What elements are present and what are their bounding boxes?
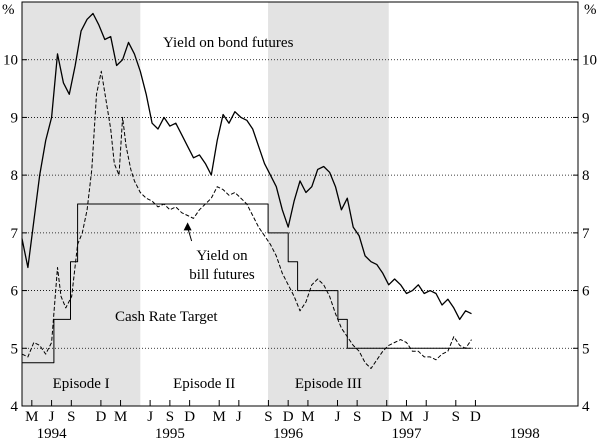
year-label-1998: 1998	[510, 426, 540, 442]
month-tick-label: J	[423, 409, 429, 425]
month-tick-label: S	[353, 409, 361, 425]
bill-futures-label-line1: Yield on	[196, 248, 248, 264]
y-tick-label-right: 5	[582, 341, 590, 357]
year-label-1995: 1995	[155, 426, 185, 442]
series-lines	[21, 12, 472, 369]
episode-shade-2	[268, 2, 389, 406]
episode-label-3: Episode III	[295, 376, 362, 392]
y-tick-label-left: 6	[11, 284, 19, 300]
bond-futures-label: Yield on bond futures	[163, 35, 294, 51]
bill-futures-arrowhead	[183, 222, 192, 231]
month-tick-label: S	[67, 409, 75, 425]
y-tick-label-right: 8	[582, 168, 590, 184]
month-tick-label: M	[400, 409, 413, 425]
episode-label-2: Episode II	[173, 376, 235, 392]
y-tick-label-right: 9	[582, 110, 590, 126]
month-tick-label: M	[25, 409, 38, 425]
plot-frame	[21, 1, 579, 407]
month-tick-label: S	[166, 409, 174, 425]
episode-labels: Episode I Episode II Episode III	[53, 376, 362, 392]
y-unit-label-right: %	[584, 2, 597, 18]
cash-rate-target-label: Cash Rate Target	[115, 309, 218, 325]
episode-label-1: Episode I	[53, 376, 110, 392]
month-tick-label: D	[283, 409, 294, 425]
bill-futures-label-line2: bill futures	[189, 267, 255, 283]
y-unit-label-left: %	[2, 2, 15, 18]
y-tick-label-left: 7	[11, 226, 19, 242]
y-tick-label-left: 4	[11, 399, 19, 415]
month-tick-label: M	[114, 409, 127, 425]
y-tick-label-right: 10	[582, 53, 597, 69]
series-cash-rate-target	[22, 203, 472, 364]
y-tick-label-right: 7	[582, 226, 590, 242]
month-tick-label: J	[147, 409, 153, 425]
month-tick-label: J	[49, 409, 55, 425]
y-tick-label-left: 9	[11, 110, 19, 126]
month-tick-label: S	[452, 409, 460, 425]
year-label-1997: 1997	[391, 426, 422, 442]
series-yield-on-bond-futures	[21, 12, 472, 321]
y-tick-label-right: 4	[582, 399, 590, 415]
month-tick-label: M	[213, 409, 226, 425]
y-tick-label-right: 6	[582, 284, 590, 300]
month-tick-label: J	[236, 409, 242, 425]
month-tick-label: D	[184, 409, 195, 425]
y-tick-label-left: 10	[3, 53, 18, 69]
year-label-1996: 1996	[273, 426, 304, 442]
series-yield-on-bill-futures	[21, 70, 472, 369]
y-tick-label-left: 5	[11, 341, 19, 357]
year-label-1994: 1994	[37, 426, 68, 442]
axis-ticks: 4 45 56 67 78 89 910 10M J S D M J S D M J S D M J S D M J S D1994…	[3, 53, 597, 442]
month-tick-label: J	[335, 409, 341, 425]
month-tick-label: M	[301, 409, 314, 425]
month-tick-label: D	[381, 409, 392, 425]
month-tick-label: S	[264, 409, 272, 425]
month-tick-label: D	[470, 409, 481, 425]
month-tick-label: D	[95, 409, 106, 425]
y-tick-label-left: 8	[11, 168, 19, 184]
